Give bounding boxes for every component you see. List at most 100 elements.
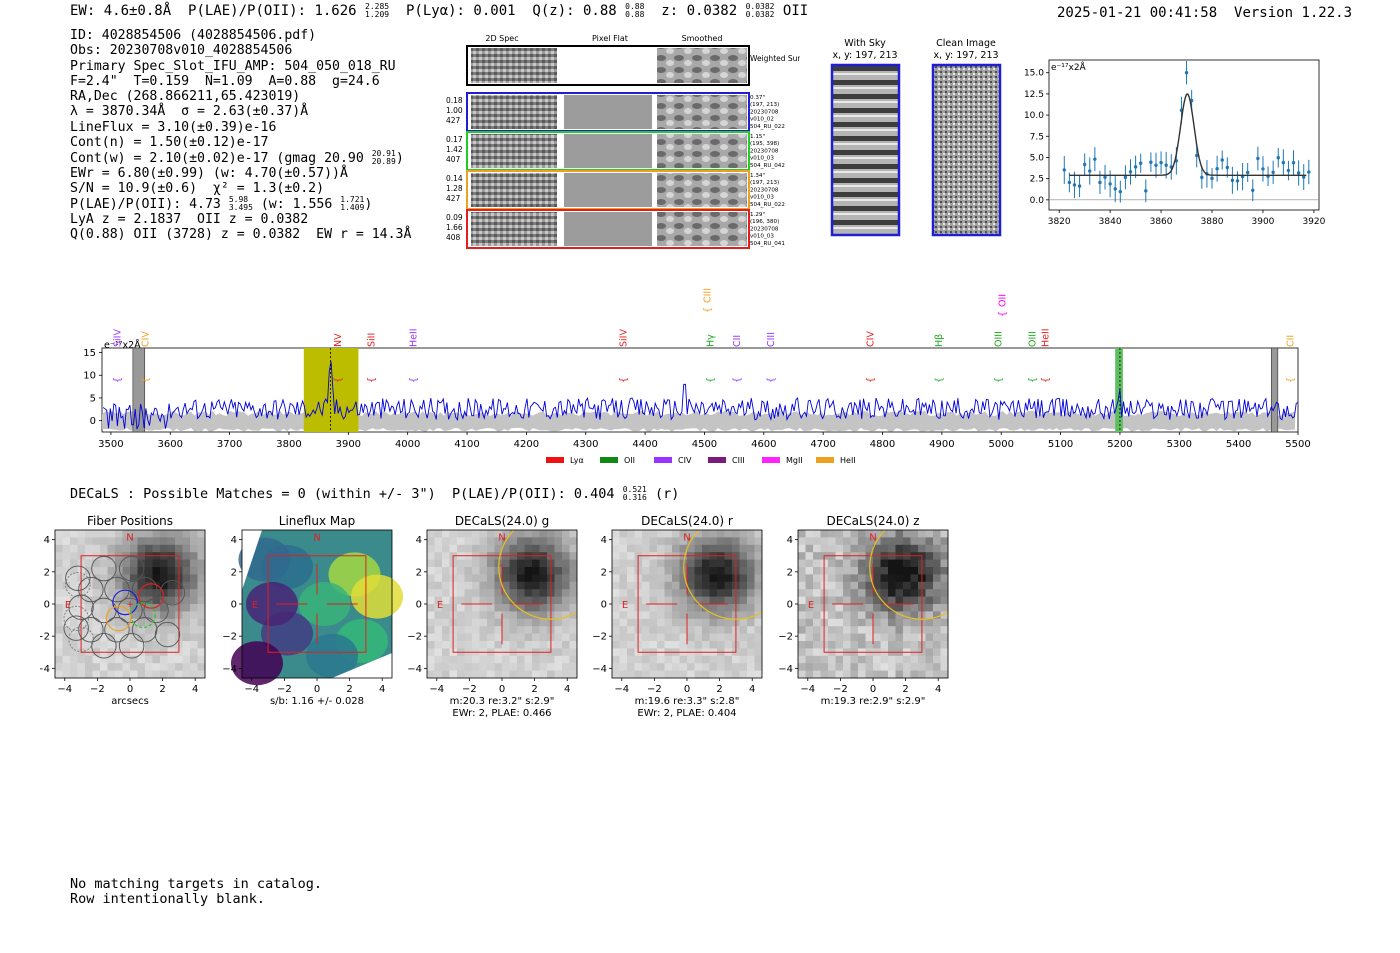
line-id: OII xyxy=(782,3,809,19)
image-pixel xyxy=(634,670,643,679)
image-pixel xyxy=(835,537,844,546)
image-pixel xyxy=(517,611,525,620)
col-label-smoothed: Smoothed xyxy=(682,34,723,43)
image-pixel xyxy=(167,670,176,679)
image-pixel xyxy=(865,611,874,620)
image-pixel xyxy=(62,559,71,568)
image-pixel xyxy=(562,544,570,553)
image-pixel xyxy=(152,567,161,575)
image-pixel xyxy=(70,596,78,605)
image-pixel xyxy=(925,655,934,664)
info-fiber: F=2.4" T=0.159 N=1.09 A=0.88 g=24.6 xyxy=(70,73,380,89)
image-pixel xyxy=(509,581,518,590)
image-pixel xyxy=(903,655,911,664)
image-pixel xyxy=(724,544,733,553)
image-pixel xyxy=(679,663,688,671)
image-pixel xyxy=(509,574,518,583)
image-pixel xyxy=(152,559,161,568)
image-pixel xyxy=(672,574,680,583)
image-pixel xyxy=(649,537,658,546)
pixelflat-image xyxy=(564,173,652,207)
image-pixel xyxy=(569,567,578,575)
image-pixel xyxy=(858,641,866,649)
image-pixel xyxy=(813,626,821,634)
image-pixel xyxy=(532,544,540,553)
image-pixel xyxy=(55,581,63,590)
zoom-data-point xyxy=(1220,158,1224,162)
image-pixel xyxy=(717,670,725,679)
image-pixel xyxy=(805,589,814,597)
image-pixel xyxy=(873,641,881,649)
image-pixel xyxy=(122,544,131,553)
detection-window xyxy=(303,348,359,432)
image-pixel xyxy=(612,641,620,649)
image-pixel xyxy=(664,559,673,568)
image-pixel xyxy=(100,663,108,671)
image-pixel xyxy=(562,537,570,546)
image-pixel xyxy=(137,574,146,583)
image-pixel xyxy=(569,589,578,597)
image-pixel xyxy=(562,663,570,671)
image-pixel xyxy=(547,663,555,671)
emission-line-brace: { xyxy=(705,377,716,383)
image-pixel xyxy=(664,530,673,538)
image-pixel xyxy=(828,670,836,679)
image-pixel xyxy=(442,589,450,597)
image-pixel xyxy=(494,611,503,620)
image-pixel xyxy=(717,544,725,553)
image-pixel xyxy=(554,641,563,649)
emission-line-brace: { xyxy=(112,377,123,383)
image-pixel xyxy=(940,655,949,664)
image-pixel xyxy=(494,618,503,627)
image-pixel xyxy=(732,537,740,546)
image-pixel xyxy=(472,611,480,620)
image-pixel xyxy=(880,670,889,679)
info-id: ID: 4028854506 (4028854506.pdf) xyxy=(70,28,317,43)
image-pixel xyxy=(664,537,673,546)
image-pixel xyxy=(85,589,93,597)
image-pixel xyxy=(457,574,465,583)
image-pixel xyxy=(642,618,650,627)
image-pixel xyxy=(747,596,755,605)
image-pixel xyxy=(457,559,465,568)
image-pixel xyxy=(487,611,495,620)
image-pixel xyxy=(122,663,131,671)
image-pixel xyxy=(190,544,198,553)
image-pixel xyxy=(895,618,904,627)
panel-xtick-label: 4 xyxy=(564,684,570,695)
image-pixel xyxy=(554,663,563,671)
zoom-data-point xyxy=(1149,160,1153,164)
image-pixel xyxy=(925,663,934,671)
image-pixel xyxy=(805,574,814,583)
image-pixel xyxy=(843,670,851,679)
image-pixel xyxy=(612,611,620,620)
image-pixel xyxy=(798,663,806,671)
image-pixel xyxy=(828,618,836,627)
fiber-circle xyxy=(78,576,104,603)
zoom-data-point xyxy=(1251,188,1255,192)
image-pixel xyxy=(434,611,443,620)
plae-w: (w: 1.556 xyxy=(260,197,333,213)
image-pixel xyxy=(888,544,896,553)
image-pixel xyxy=(502,663,510,671)
plae-lo: 1.209 xyxy=(365,10,390,19)
image-pixel xyxy=(160,559,168,568)
image-pixel xyxy=(517,633,525,642)
image-pixel xyxy=(702,559,710,568)
image-pixel xyxy=(182,611,191,620)
image-pixel xyxy=(612,604,620,612)
image-pixel xyxy=(754,604,763,612)
panel-ytick-label: −2 xyxy=(222,632,237,643)
image-pixel xyxy=(642,596,650,605)
image-pixel xyxy=(479,626,488,634)
image-pixel xyxy=(190,581,198,590)
image-pixel xyxy=(487,530,495,538)
image-pixel xyxy=(145,626,153,634)
target-fiber-circle xyxy=(105,605,132,632)
image-pixel xyxy=(880,581,889,590)
emission-line-name: CIII xyxy=(702,288,713,303)
image-pixel xyxy=(107,618,116,627)
image-pixel xyxy=(509,655,518,664)
image-pixel xyxy=(709,611,718,620)
image-pixel xyxy=(895,611,904,620)
